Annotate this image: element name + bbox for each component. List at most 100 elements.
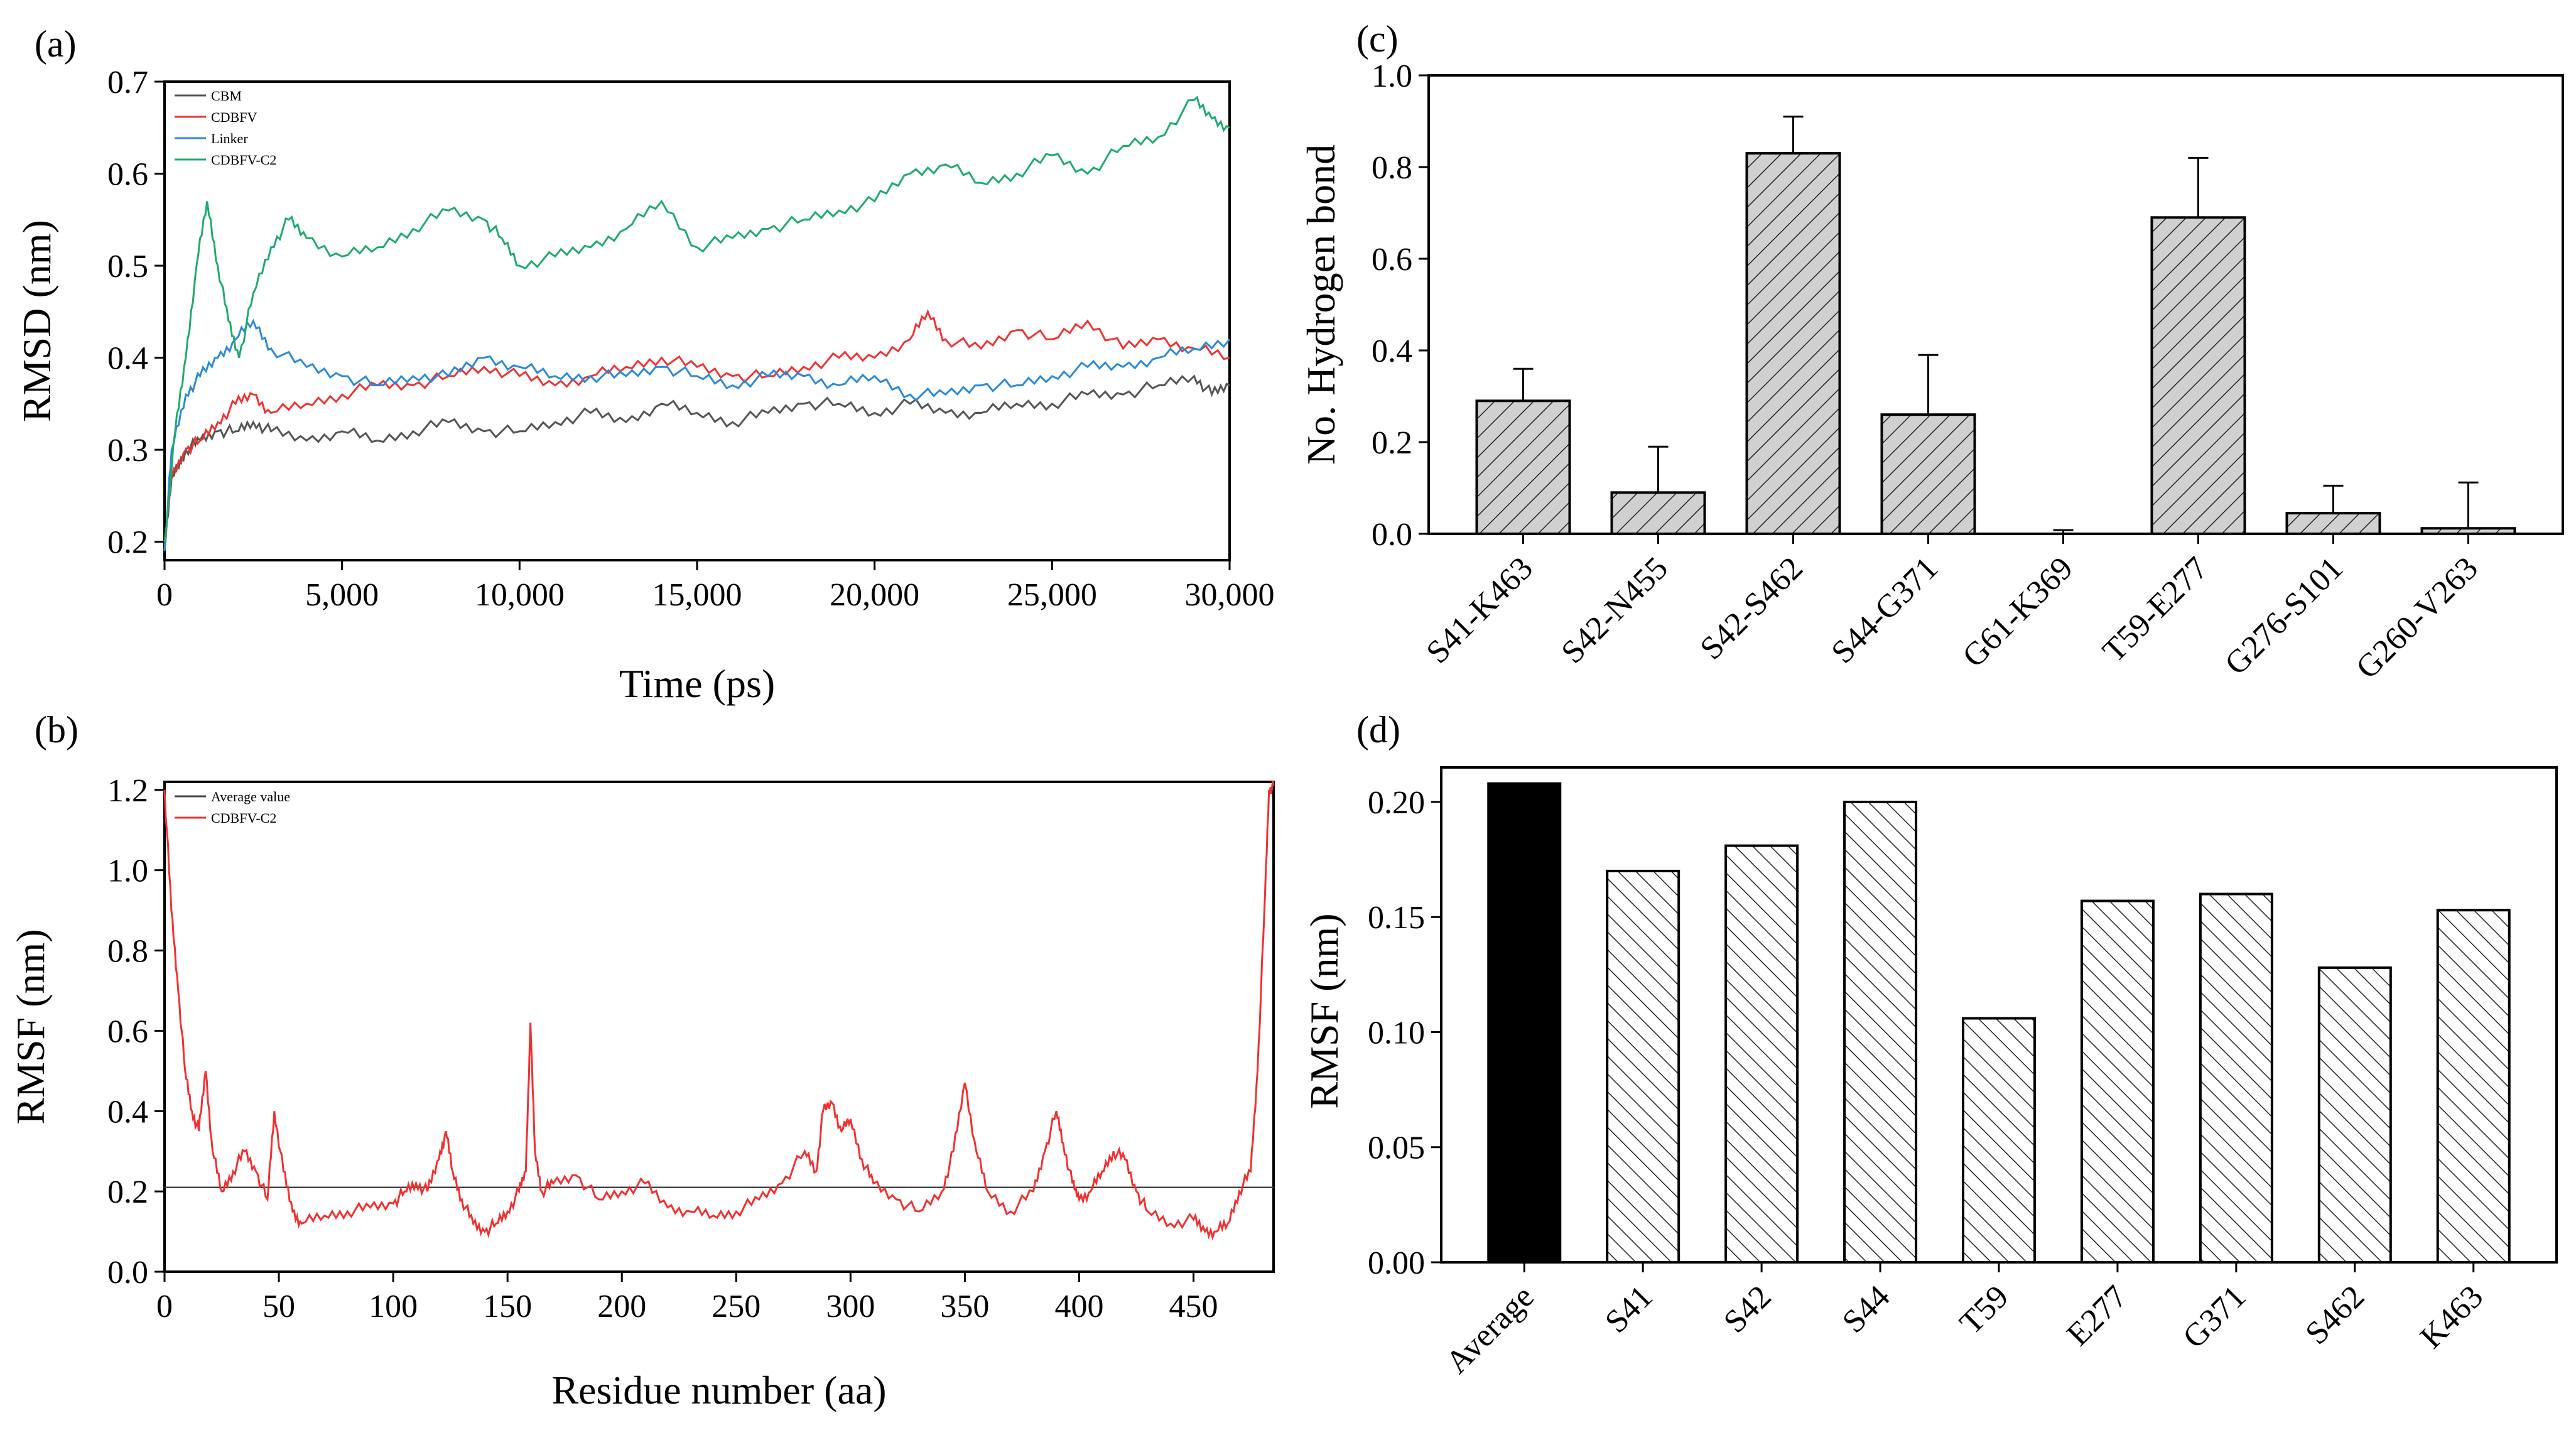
x-tick-label-a: 30,000 xyxy=(1185,577,1275,613)
panel-label-d: (d) xyxy=(1356,709,1400,750)
legend-label-rmsf: CDBFV-C2 xyxy=(211,810,276,826)
legend-b: Average value CDBFV-C2 xyxy=(175,789,290,826)
y-tick-label-a: 0.2 xyxy=(107,525,148,561)
panel-label-a: (a) xyxy=(35,23,77,65)
y-tick-label-a: 0.6 xyxy=(107,157,148,193)
x-tick-label-d: K463 xyxy=(2413,1279,2490,1355)
y-tick-label-d: 0.00 xyxy=(1368,1245,1425,1281)
plot-frame-b xyxy=(163,781,1275,1273)
x-tick-label-c: G260-V263 xyxy=(2349,550,2485,686)
bar-d-e277 xyxy=(2080,899,2155,1264)
bar-d-s42 xyxy=(1724,844,1799,1264)
bar-d-s44 xyxy=(1843,800,1918,1264)
x-tick-label-c: T59-E277 xyxy=(2096,550,2215,669)
legend-label-average: Average value xyxy=(211,789,290,804)
series-line-b-cdbfv-c2 xyxy=(163,780,1275,1241)
y-axis-label-c: No. Hydrogen bond xyxy=(1299,144,1343,465)
series-line-a-cdbfv xyxy=(163,309,1230,543)
y-tick-label-b: 0.4 xyxy=(107,1094,148,1130)
y-tick-label-d: 0.20 xyxy=(1368,785,1425,821)
y-tick-label-a: 0.5 xyxy=(107,249,148,284)
bar-c-g260-v263 xyxy=(2420,527,2516,535)
y-tick-label-d: 0.15 xyxy=(1368,900,1425,936)
bar-d-g371 xyxy=(2199,892,2273,1264)
bar-c-s44-g371 xyxy=(1880,413,1976,536)
x-tick-label-c: S42-N455 xyxy=(1555,550,1675,670)
x-tick-label-a: 5,000 xyxy=(305,577,379,613)
x-tick-label-d: S42 xyxy=(1717,1279,1778,1340)
panel-label-b: (b) xyxy=(35,709,78,750)
x-tick-label-a: 0 xyxy=(156,577,173,613)
y-tick-label-c: 0.6 xyxy=(1372,242,1412,278)
y-tick-label-d: 0.10 xyxy=(1368,1015,1425,1051)
x-tick-label-b: 250 xyxy=(712,1289,760,1324)
x-tick-label-d: Average xyxy=(1439,1279,1541,1380)
plot-area-b: 0.0 0.2 0.4 0.6 0.8 1.0 1.2 0 50 100 150 200 250 300 3… xyxy=(107,773,1275,1324)
series-line-a-cdbfv-c2 xyxy=(163,95,1230,542)
bar-d-average xyxy=(1487,782,1562,1264)
x-tick-label-b: 50 xyxy=(262,1289,295,1324)
bar-d-s462 xyxy=(2317,966,2392,1264)
x-tick-label-b: 200 xyxy=(597,1289,646,1324)
bar-d-k463 xyxy=(2436,909,2511,1264)
x-tick-label-c: G276-S101 xyxy=(2218,550,2350,682)
bar-d-t59 xyxy=(1962,1017,2036,1264)
legend-label-cbm: CBM xyxy=(211,88,242,104)
x-tick-label-b: 350 xyxy=(940,1289,989,1324)
x-tick-label-d: S462 xyxy=(2298,1279,2371,1351)
x-tick-label-a: 15,000 xyxy=(652,577,742,613)
legend-a: CBM CDBFV Linker CDBFV-C2 xyxy=(175,88,276,168)
x-axis-label-b: Residue number (aa) xyxy=(551,1368,886,1412)
legend-label-linker: Linker xyxy=(211,131,248,146)
y-tick-label-b: 1.2 xyxy=(107,773,148,809)
x-tick-label-d: S44 xyxy=(1836,1279,1897,1340)
legend-label-cdbfv: CDBFV xyxy=(211,109,257,125)
bar-c-g276-s101 xyxy=(2285,512,2381,536)
plot-area-c: 0.0 0.2 0.4 0.6 0.8 1.0 S41-K463 S42-N455 S42-S4… xyxy=(1372,58,2516,686)
plot-frame-a xyxy=(163,80,1231,561)
chart-b: (b) 0.0 0.2 0.4 0.6 0.8 1.0 1.2 0 50 100 150 200 250… xyxy=(8,709,1275,1412)
y-tick-label-c: 0.4 xyxy=(1372,333,1412,369)
x-tick-label-d: G371 xyxy=(2176,1279,2253,1355)
y-axis-label-a: RMSD (nm) xyxy=(14,220,59,422)
x-tick-label-b: 0 xyxy=(156,1289,173,1324)
x-tick-label-b: 100 xyxy=(369,1289,418,1324)
bar-c-s42-s462 xyxy=(1745,152,1841,536)
x-tick-label-c: S41-K463 xyxy=(1420,550,1540,670)
y-tick-label-a: 0.7 xyxy=(107,65,148,100)
bar-c-s42-n455 xyxy=(1610,491,1706,535)
x-tick-label-a: 10,000 xyxy=(475,577,565,613)
x-tick-label-d: E277 xyxy=(2060,1279,2135,1353)
x-tick-label-b: 150 xyxy=(483,1289,532,1324)
x-tick-label-c: S42-S462 xyxy=(1694,550,1810,666)
plot-area-d: 0.00 0.05 0.10 0.15 0.20 Average S41 S42 S44 T59 E… xyxy=(1368,782,2511,1380)
y-tick-label-b: 0.8 xyxy=(107,934,148,970)
x-tick-label-a: 25,000 xyxy=(1007,577,1097,613)
bar-d-s41 xyxy=(1606,869,1680,1264)
legend-label-cdbfv-c2: CDBFV-C2 xyxy=(211,152,276,168)
y-axis-label-d: RMSF (nm) xyxy=(1302,913,1346,1108)
y-tick-label-c: 0.0 xyxy=(1372,517,1412,553)
y-tick-label-a: 0.3 xyxy=(107,433,148,468)
x-tick-label-d: S41 xyxy=(1598,1279,1660,1340)
y-axis-label-b: RMSF (nm) xyxy=(8,929,53,1124)
x-tick-label-b: 300 xyxy=(826,1289,875,1324)
x-tick-label-c: G61-K369 xyxy=(1956,550,2080,674)
plot-frame-c xyxy=(1427,74,2564,535)
x-tick-label-a: 20,000 xyxy=(830,577,919,613)
chart-a: (a) 0.2 0.3 0.4 0.5 0.6 0.7 0 5,000 10,000 15,000… xyxy=(14,23,1275,706)
panel-label-c: (c) xyxy=(1356,18,1399,60)
y-tick-label-c: 0.8 xyxy=(1372,150,1412,186)
y-tick-label-c: 1.0 xyxy=(1372,58,1412,94)
y-tick-label-a: 0.4 xyxy=(107,341,148,377)
series-line-a-cbm xyxy=(163,374,1230,551)
chart-d: (d) 0.00 0.05 0.10 0.15 0.20 Average S41 S42 S44… xyxy=(1302,709,2558,1380)
plot-area-a: 0.2 0.3 0.4 0.5 0.6 0.7 0 5,000 10,000 15,000 20,0… xyxy=(107,65,1275,613)
x-tick-label-b: 400 xyxy=(1054,1289,1103,1324)
y-tick-label-d: 0.05 xyxy=(1368,1130,1425,1166)
x-tick-label-b: 450 xyxy=(1169,1289,1218,1324)
y-tick-label-b: 0.2 xyxy=(107,1174,148,1210)
y-tick-label-b: 0.6 xyxy=(107,1014,148,1049)
